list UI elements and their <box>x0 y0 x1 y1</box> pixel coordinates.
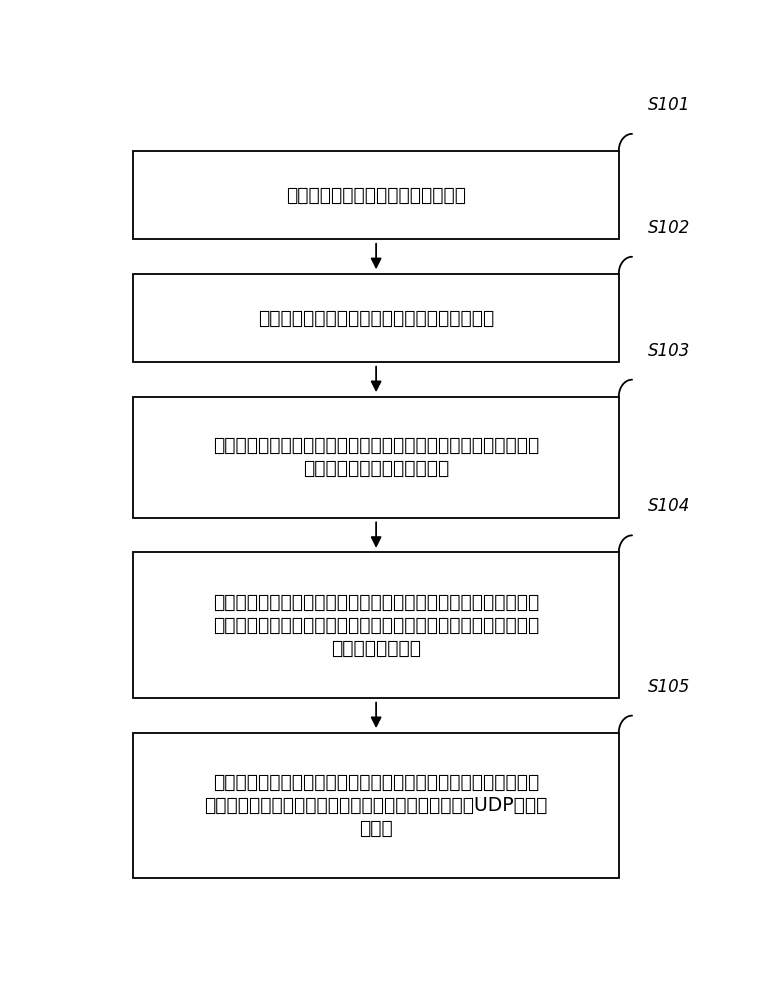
Text: 择过的目的端口号: 择过的目的端口号 <box>331 639 421 658</box>
Text: S101: S101 <box>648 96 691 114</box>
Text: S104: S104 <box>648 497 691 515</box>
Text: 当在预设的报文响应时长内未接收到所述服务器根据所述通道探测: 当在预设的报文响应时长内未接收到所述服务器根据所述通道探测 <box>213 593 539 612</box>
Text: S103: S103 <box>648 342 691 360</box>
Text: 探测报文回应的通道响应报文: 探测报文回应的通道响应报文 <box>303 459 449 478</box>
Text: 根据所述目的端口号向服务器发送通道探测报文: 根据所述目的端口号向服务器发送通道探测报文 <box>258 308 494 327</box>
Text: S102: S102 <box>648 219 691 237</box>
Bar <box>134 397 619 518</box>
Text: 当所述端口号列表中存在未选择过的目的端口号时，从所述未选择: 当所述端口号列表中存在未选择过的目的端口号时，从所述未选择 <box>213 773 539 792</box>
Text: 从端口号列表中选择一个目的端口号: 从端口号列表中选择一个目的端口号 <box>286 186 466 205</box>
Text: 报文回应的通道响应报文时，确认所述端口号列表中是否存在未选: 报文回应的通道响应报文时，确认所述端口号列表中是否存在未选 <box>213 616 539 635</box>
Text: S105: S105 <box>648 678 691 696</box>
Text: 过的目的端口号中选择一个目的端口号，返回所述执行UDP通道探: 过的目的端口号中选择一个目的端口号，返回所述执行UDP通道探 <box>205 796 548 815</box>
Text: 测操作: 测操作 <box>359 819 393 838</box>
Text: 判断在预设的报文响应时长内是否接收到所述服务器根据所述通道: 判断在预设的报文响应时长内是否接收到所述服务器根据所述通道 <box>213 436 539 455</box>
Bar <box>134 552 619 698</box>
Bar <box>134 733 619 878</box>
Bar <box>134 151 619 239</box>
Bar <box>134 274 619 362</box>
